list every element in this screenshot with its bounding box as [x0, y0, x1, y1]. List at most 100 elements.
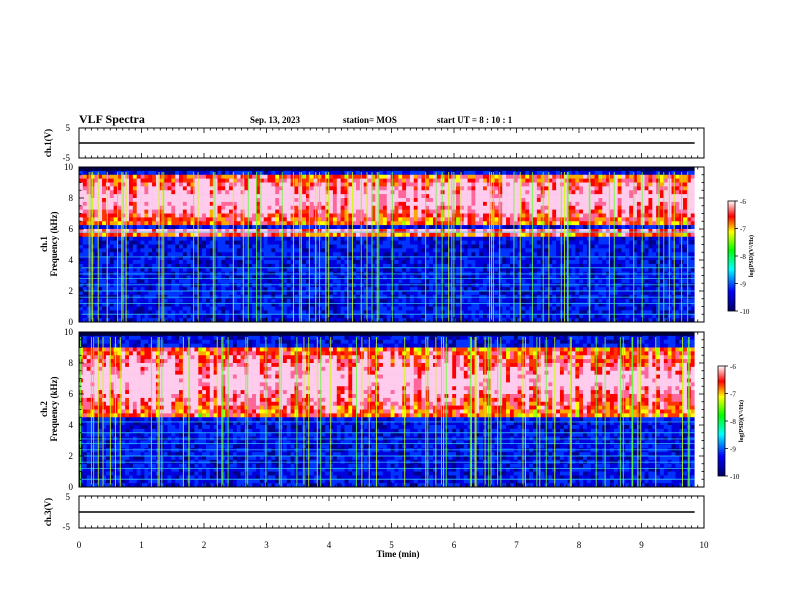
spectrogram-cell: [463, 194, 468, 199]
spectrogram-cell: [102, 225, 107, 230]
spectrogram-cell: [179, 283, 184, 288]
spectrogram-cell: [171, 213, 176, 218]
spectrogram-cell: [125, 252, 130, 257]
spectrogram-cell: [483, 225, 488, 230]
spectrogram-cell: [271, 178, 276, 183]
spectrogram-cell: [286, 229, 291, 234]
spectrogram-cell: [125, 198, 130, 203]
spectrogram-cell: [417, 248, 422, 253]
spectrogram-cell: [432, 198, 438, 203]
spectrogram-cell: [429, 283, 434, 288]
spectrogram-cell: [190, 260, 195, 265]
spectrogram-cell: [459, 287, 465, 292]
spectrogram-cell: [229, 209, 234, 214]
spectrogram-cell: [132, 275, 138, 280]
spectrogram-cell: [205, 225, 211, 230]
spectrogram-cell: [533, 178, 538, 183]
spectrogram-cell: [529, 314, 534, 319]
spectrogram-cell: [140, 263, 145, 269]
spectrogram-cell: [286, 302, 291, 307]
spectrogram-cell: [529, 256, 534, 261]
spectrogram-cell: [471, 170, 476, 176]
spectrogram-cell: [413, 240, 418, 245]
spectrogram-cell: [109, 318, 114, 323]
spectrogram-cell: [309, 232, 315, 238]
spectrogram-cell: [82, 170, 87, 176]
spectrogram-cell: [459, 232, 465, 238]
spectrogram-cell: [179, 236, 184, 241]
spectrogram-cell: [348, 201, 353, 207]
spectrogram-cell: [148, 178, 153, 183]
spectrogram-cell: [336, 318, 341, 323]
spectrogram-cell: [155, 213, 161, 218]
spectrogram-cell: [529, 291, 534, 296]
spectrogram-cell: [167, 314, 172, 319]
spectrogram-cell: [252, 232, 257, 238]
spectrogram-cell: [402, 225, 407, 230]
spectrogram-cell: [286, 318, 291, 323]
spectrogram-cell: [194, 174, 199, 179]
spectrogram-cell: [321, 287, 326, 292]
spectrogram-cell: [325, 279, 330, 284]
spectrogram-cell: [240, 267, 245, 272]
spectrogram-cell: [129, 256, 134, 261]
spectrogram-cell: [306, 213, 311, 218]
spectrogram-cell: [198, 287, 203, 292]
spectrogram-cell: [490, 170, 495, 176]
spectrogram-cell: [294, 306, 299, 311]
spectrogram-cell: [382, 232, 388, 238]
spectrogram-cell: [329, 186, 334, 191]
spectrogram-cell: [436, 287, 441, 292]
spectrogram-cell: [221, 314, 226, 319]
spectrogram-cell: [529, 236, 534, 241]
spectrogram-cell: [179, 291, 184, 296]
spectrogram-cell: [232, 198, 238, 203]
spectrogram-cell: [359, 236, 365, 241]
spectrogram-cell: [105, 310, 111, 315]
spectrogram-cell: [190, 244, 195, 249]
spectrogram-cell: [494, 182, 499, 187]
spectrogram-cell: [440, 167, 445, 172]
spectrogram-cell: [363, 318, 368, 323]
spectrogram-cell: [117, 306, 122, 311]
spectrogram-cell: [529, 244, 534, 249]
spectrogram-cell: [329, 263, 334, 269]
spectrogram-cell: [509, 201, 515, 207]
spectrogram-cell: [440, 310, 445, 315]
spectrogram-cell: [209, 260, 214, 265]
spectrogram-cell: [432, 236, 438, 241]
spectrogram-cell: [413, 213, 418, 218]
spectrogram-cell: [194, 194, 199, 199]
spectrogram-cell: [306, 170, 311, 176]
spectrogram-cell: [148, 232, 153, 238]
spectrogram-cell: [382, 279, 388, 284]
spectrogram-cell: [459, 248, 465, 253]
spectrogram-cell: [259, 291, 264, 296]
spectrogram-cell: [479, 178, 484, 183]
spectrogram-cell: [286, 252, 291, 257]
spectrogram-cell: [98, 267, 103, 272]
spectrogram-cell: [517, 287, 522, 292]
spectrogram-cell: [171, 201, 176, 207]
spectrogram-cell: [232, 275, 238, 280]
spectrogram-cell: [325, 291, 330, 296]
spectrogram-cell: [344, 263, 349, 269]
spectrogram-cell: [475, 283, 480, 288]
spectrogram-cell: [179, 287, 184, 292]
spectrogram-cell: [79, 182, 84, 187]
spectrogram-cell: [413, 291, 418, 296]
spectrogram-cell: [506, 306, 511, 311]
spectrogram-cell: [409, 174, 415, 179]
spectrogram-cell: [352, 190, 357, 195]
spectrogram-cell: [329, 221, 334, 226]
spectrogram-cell: [406, 174, 411, 179]
spectrogram-cell: [271, 248, 276, 253]
spectrogram-cell: [340, 287, 345, 292]
spectrogram-cell: [340, 244, 345, 249]
spectrogram-cell: [129, 291, 134, 296]
spectrogram-cell: [298, 267, 303, 272]
spectrogram-cell: [298, 287, 303, 292]
spectrogram-cell: [263, 213, 268, 218]
spectrogram-cell: [113, 244, 118, 249]
spectrogram-cell: [267, 256, 272, 261]
